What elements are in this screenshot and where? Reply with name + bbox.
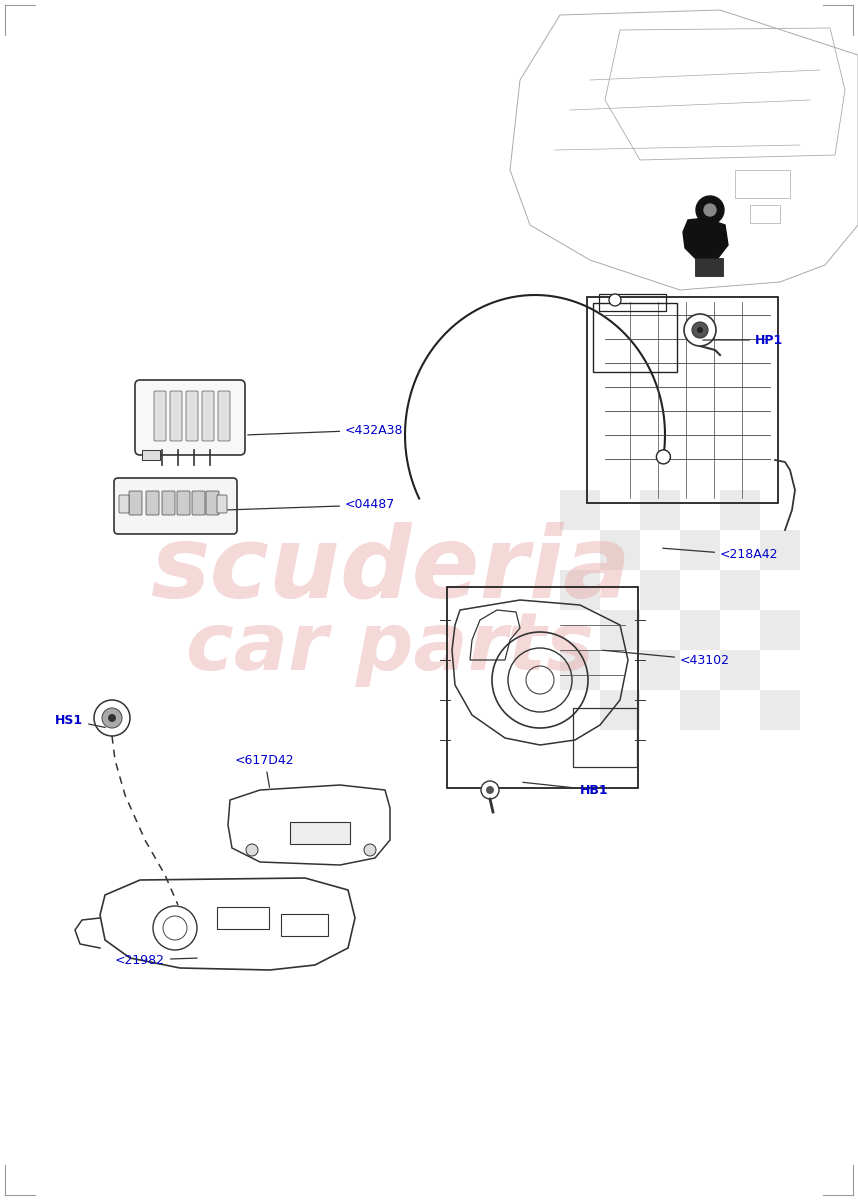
FancyBboxPatch shape	[119, 494, 129, 514]
Bar	[600, 530, 640, 570]
Circle shape	[364, 844, 376, 856]
FancyBboxPatch shape	[129, 491, 142, 515]
Bar	[760, 530, 800, 570]
Bar	[760, 690, 800, 730]
Bar	[760, 610, 800, 650]
FancyBboxPatch shape	[217, 494, 227, 514]
FancyBboxPatch shape	[218, 391, 230, 440]
Text: <218A42: <218A42	[662, 548, 778, 562]
Bar	[720, 570, 760, 610]
Circle shape	[696, 196, 724, 224]
FancyBboxPatch shape	[217, 907, 269, 929]
FancyBboxPatch shape	[206, 491, 219, 515]
Text: car parts: car parts	[186, 608, 594, 686]
FancyBboxPatch shape	[146, 491, 159, 515]
Circle shape	[246, 844, 258, 856]
Bar	[640, 570, 680, 610]
FancyBboxPatch shape	[114, 478, 237, 534]
Circle shape	[102, 708, 122, 728]
Text: HB1: HB1	[523, 782, 608, 797]
FancyBboxPatch shape	[162, 491, 175, 515]
Bar	[680, 690, 720, 730]
Bar	[560, 570, 600, 610]
Bar	[735, 170, 790, 198]
Text: <617D42: <617D42	[235, 754, 294, 787]
FancyBboxPatch shape	[177, 491, 190, 515]
Circle shape	[692, 322, 708, 338]
FancyBboxPatch shape	[202, 391, 214, 440]
Bar	[695, 258, 723, 276]
Bar	[142, 450, 160, 460]
FancyBboxPatch shape	[281, 914, 328, 936]
Text: <43102: <43102	[603, 650, 730, 666]
Bar	[680, 530, 720, 570]
Polygon shape	[683, 218, 728, 258]
Circle shape	[684, 314, 716, 346]
FancyBboxPatch shape	[290, 822, 350, 844]
FancyBboxPatch shape	[192, 491, 205, 515]
Circle shape	[704, 204, 716, 216]
Bar	[600, 690, 640, 730]
Text: <432A38: <432A38	[248, 424, 403, 437]
FancyBboxPatch shape	[186, 391, 198, 440]
Circle shape	[108, 714, 116, 722]
Text: HP1: HP1	[703, 334, 783, 347]
FancyBboxPatch shape	[135, 380, 245, 455]
Text: <21982: <21982	[115, 954, 197, 966]
Text: <04487: <04487	[227, 498, 396, 511]
Bar	[600, 610, 640, 650]
Circle shape	[481, 781, 499, 799]
Bar	[680, 610, 720, 650]
Bar	[720, 650, 760, 690]
Circle shape	[486, 786, 494, 794]
Text: scuderia: scuderia	[149, 522, 631, 618]
Bar	[720, 490, 760, 530]
Bar	[560, 490, 600, 530]
FancyBboxPatch shape	[170, 391, 182, 440]
Circle shape	[656, 450, 670, 464]
Bar	[640, 490, 680, 530]
Bar	[640, 650, 680, 690]
FancyBboxPatch shape	[154, 391, 166, 440]
Circle shape	[609, 294, 621, 306]
Text: HS1: HS1	[55, 714, 106, 727]
Bar	[560, 650, 600, 690]
Bar	[750, 205, 780, 223]
Circle shape	[697, 326, 703, 332]
Circle shape	[94, 700, 130, 736]
